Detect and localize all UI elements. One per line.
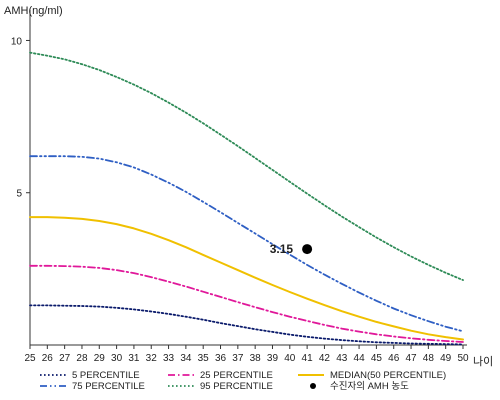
x-tick-label: 29 bbox=[94, 353, 106, 364]
x-tick-label: 25 bbox=[24, 353, 36, 364]
x-tick-label: 40 bbox=[284, 353, 296, 364]
series-line-4 bbox=[29, 51, 464, 282]
series-line-3 bbox=[29, 155, 464, 333]
x-axis-title: 나이 bbox=[473, 355, 493, 368]
legend-patient-marker bbox=[310, 383, 316, 389]
legend-label-3: 75 PERCENTILE bbox=[72, 381, 145, 392]
x-tick-label: 28 bbox=[76, 353, 88, 364]
legend-label-4: 95 PERCENTILE bbox=[200, 381, 273, 392]
x-tick-label: 38 bbox=[250, 353, 262, 364]
x-tick-label: 27 bbox=[59, 353, 71, 364]
x-tick-label: 45 bbox=[371, 353, 383, 364]
x-tick-label: 33 bbox=[163, 353, 175, 364]
x-tick-label: 37 bbox=[232, 353, 244, 364]
x-tick-label: 47 bbox=[405, 353, 417, 364]
legend-label-0: 5 PERCENTILE bbox=[72, 370, 140, 381]
x-tick-label: 50 bbox=[457, 353, 469, 364]
series-line-0 bbox=[29, 304, 464, 346]
y-axis-title: AMH(ng/ml) bbox=[4, 5, 63, 17]
x-tick-label: 30 bbox=[111, 353, 123, 364]
axes: 5 10 25 26 27 28 29 30 31 32 33 34 35 36 37 38 39 40 41 42 4… bbox=[11, 10, 469, 364]
patient-point-label: 3.15 bbox=[270, 242, 294, 256]
x-tick-label: 26 bbox=[42, 353, 54, 364]
x-tick-label: 44 bbox=[354, 353, 366, 364]
y-tick-label: 10 bbox=[11, 36, 23, 47]
x-tick-label: 48 bbox=[423, 353, 435, 364]
y-tick-label: 5 bbox=[16, 189, 22, 200]
series-layer bbox=[29, 51, 464, 346]
legend-label-2: MEDIAN(50 PERCENTILE) bbox=[330, 370, 446, 381]
series-line-1 bbox=[29, 264, 464, 343]
x-tick-label: 49 bbox=[440, 353, 452, 364]
patient-point bbox=[302, 244, 313, 255]
x-tick-label: 39 bbox=[267, 353, 279, 364]
legend-patient-label: 수진자의 AMH 농도 bbox=[330, 381, 409, 392]
x-tick-label: 41 bbox=[302, 353, 314, 364]
legend: 5 PERCENTILE 25 PERCENTILE MEDIAN(50 PERCE… bbox=[40, 370, 446, 392]
legend-label-1: 25 PERCENTILE bbox=[200, 370, 273, 381]
patient-point-layer: 3.15 bbox=[270, 242, 313, 256]
x-tick-label: 31 bbox=[128, 353, 140, 364]
x-tick-label: 32 bbox=[146, 353, 158, 364]
x-tick-label: 36 bbox=[215, 353, 227, 364]
x-tick-label: 42 bbox=[319, 353, 331, 364]
x-tick-label: 34 bbox=[180, 353, 192, 364]
x-tick-label: 46 bbox=[388, 353, 400, 364]
x-tick-label: 43 bbox=[336, 353, 348, 364]
x-tick-label: 35 bbox=[198, 353, 210, 364]
series-line-2 bbox=[29, 216, 464, 341]
